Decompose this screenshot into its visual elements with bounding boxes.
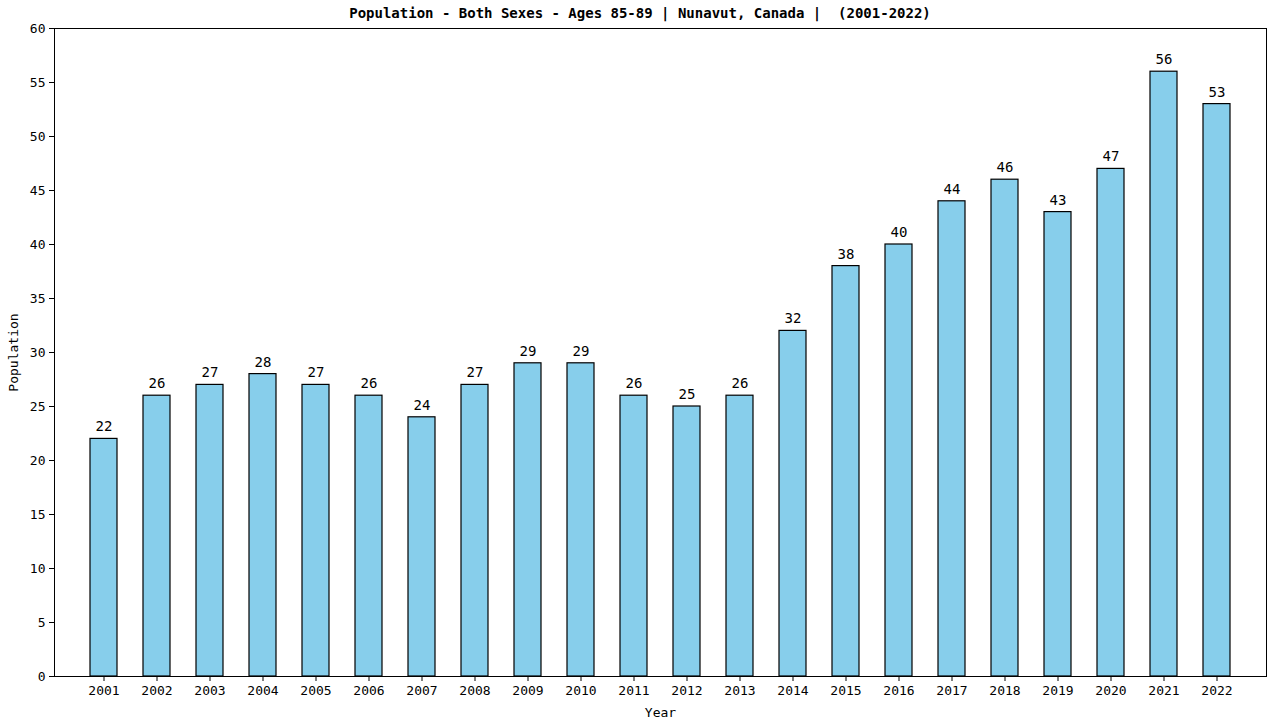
svg-text:2002: 2002: [141, 683, 172, 698]
svg-text:27: 27: [308, 364, 325, 380]
svg-text:56: 56: [1156, 51, 1173, 67]
svg-text:2020: 2020: [1095, 683, 1126, 698]
svg-text:40: 40: [891, 224, 908, 240]
svg-text:2011: 2011: [618, 683, 649, 698]
svg-text:46: 46: [997, 159, 1014, 175]
svg-text:2010: 2010: [565, 683, 596, 698]
svg-text:30: 30: [30, 345, 46, 360]
svg-text:60: 60: [30, 24, 46, 36]
svg-text:27: 27: [467, 364, 484, 380]
svg-text:2015: 2015: [830, 683, 861, 698]
svg-text:53: 53: [1209, 84, 1226, 100]
svg-text:26: 26: [149, 375, 166, 391]
svg-text:55: 55: [30, 75, 46, 90]
svg-text:50: 50: [30, 129, 46, 144]
svg-text:26: 26: [732, 375, 749, 391]
svg-text:20: 20: [30, 453, 46, 468]
svg-text:2004: 2004: [247, 683, 278, 698]
svg-text:27: 27: [202, 364, 219, 380]
svg-text:40: 40: [30, 237, 46, 252]
svg-text:2003: 2003: [194, 683, 225, 698]
svg-text:24: 24: [414, 397, 431, 413]
svg-text:2005: 2005: [300, 683, 331, 698]
svg-text:2017: 2017: [936, 683, 967, 698]
svg-text:25: 25: [679, 386, 696, 402]
svg-text:5: 5: [38, 615, 46, 630]
svg-text:38: 38: [838, 246, 855, 262]
svg-text:26: 26: [626, 375, 643, 391]
svg-text:28: 28: [255, 354, 272, 370]
svg-text:15: 15: [30, 507, 46, 522]
svg-text:2019: 2019: [1042, 683, 1073, 698]
svg-text:2007: 2007: [406, 683, 437, 698]
svg-text:35: 35: [30, 291, 46, 306]
svg-text:44: 44: [944, 181, 961, 197]
svg-text:25: 25: [30, 399, 46, 414]
svg-text:2016: 2016: [883, 683, 914, 698]
svg-text:Year: Year: [645, 705, 676, 720]
svg-text:2018: 2018: [989, 683, 1020, 698]
svg-text:2009: 2009: [512, 683, 543, 698]
svg-text:2013: 2013: [724, 683, 755, 698]
svg-text:2014: 2014: [777, 683, 808, 698]
svg-text:Population: Population: [6, 313, 21, 391]
svg-text:22: 22: [96, 418, 113, 434]
svg-text:2001: 2001: [88, 683, 119, 698]
svg-text:29: 29: [573, 343, 590, 359]
svg-text:2022: 2022: [1201, 683, 1232, 698]
svg-text:0: 0: [38, 669, 46, 684]
svg-text:2008: 2008: [459, 683, 490, 698]
svg-text:29: 29: [520, 343, 537, 359]
svg-text:26: 26: [361, 375, 378, 391]
svg-text:10: 10: [30, 561, 46, 576]
svg-text:45: 45: [30, 183, 46, 198]
svg-text:32: 32: [785, 310, 802, 326]
svg-text:2021: 2021: [1148, 683, 1179, 698]
svg-text:2006: 2006: [353, 683, 384, 698]
html-text:Population - Both Sexes - Ages: Population - Both Sexes - Ages 85-89 | N…: [349, 5, 931, 21]
svg-text:47: 47: [1103, 148, 1120, 164]
svg-text:43: 43: [1050, 192, 1067, 208]
svg-text:2012: 2012: [671, 683, 702, 698]
